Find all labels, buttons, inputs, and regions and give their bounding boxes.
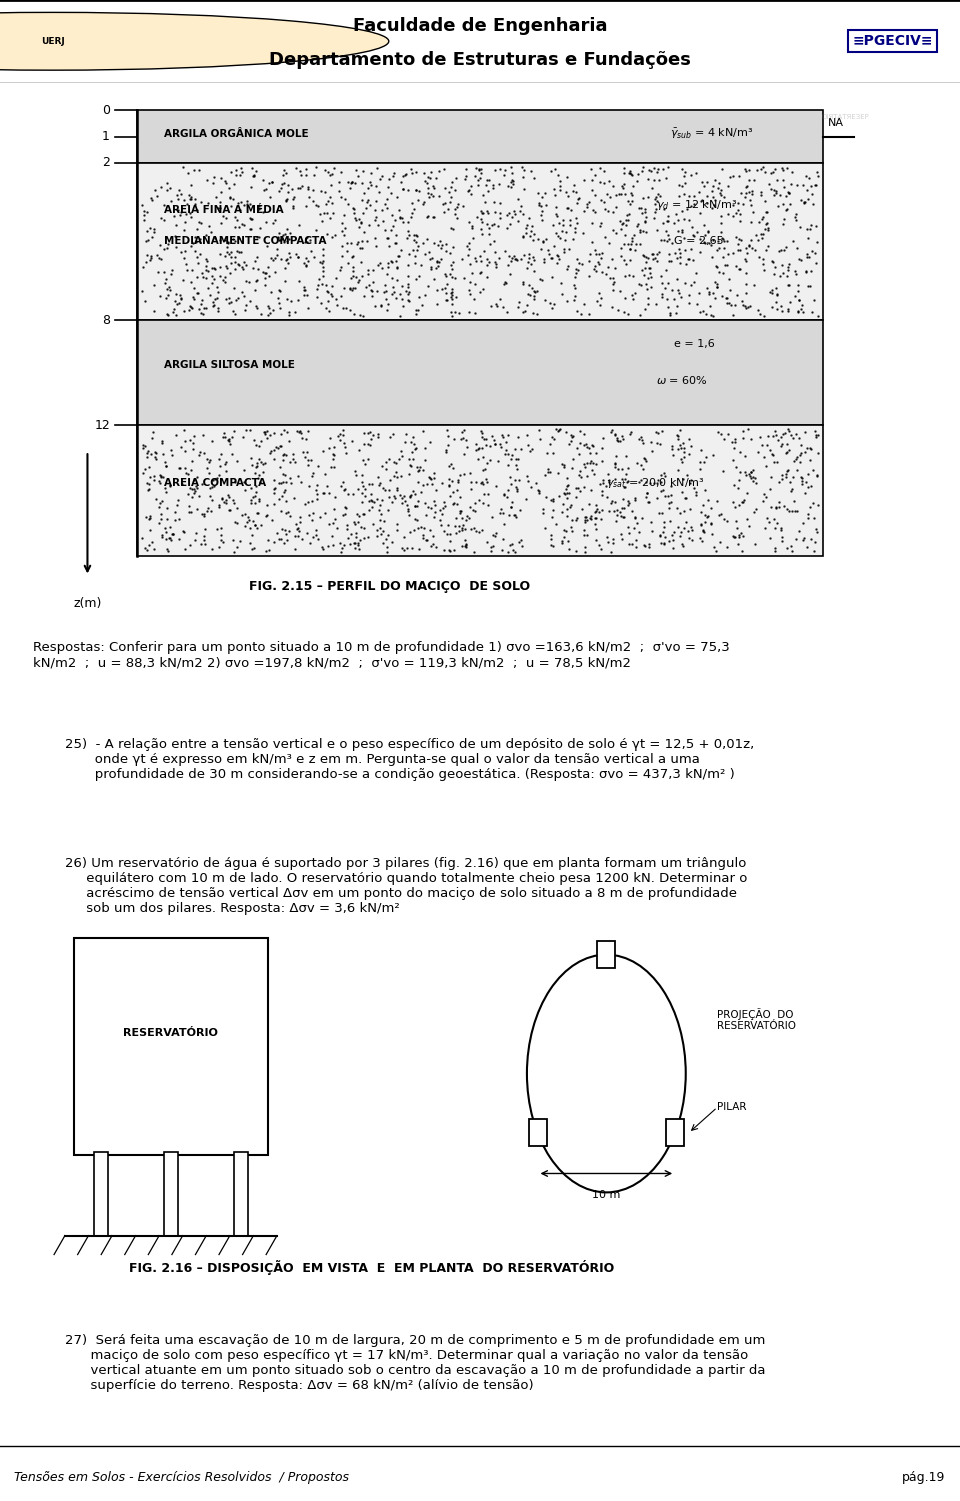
Text: ARGILA ORGÂNICA MOLE: ARGILA ORGÂNICA MOLE	[164, 129, 309, 140]
Text: 27)  Será feita uma escavação de 10 m de largura, 20 m de comprimento e 5 m de p: 27) Será feita uma escavação de 10 m de …	[65, 1334, 765, 1393]
Text: z(m): z(m)	[73, 596, 102, 609]
Bar	[233, 1151, 248, 1235]
Text: RESERVATÓRIO: RESERVATÓRIO	[124, 1028, 218, 1039]
Text: FIG. 2.15 – PERFIL DO MACIÇO  DE SOLO: FIG. 2.15 – PERFIL DO MACIÇO DE SOLO	[250, 581, 530, 593]
Text: 2: 2	[102, 156, 110, 170]
Text: Respostas: Conferir para um ponto situado a 10 m de profundidade 1) σvo =163,6 k: Respostas: Conferir para um ponto situad…	[34, 641, 730, 669]
Circle shape	[0, 12, 389, 71]
Text: ОІЯТАТЯЕЗЕР: ОІЯТАТЯЕЗЕР	[822, 114, 870, 120]
Text: 1: 1	[102, 131, 110, 143]
Text: UERJ: UERJ	[41, 38, 64, 45]
Bar	[137, 425, 823, 555]
Bar	[94, 1151, 108, 1235]
Text: 8: 8	[102, 314, 110, 327]
Text: 25)  - A relação entre a tensão vertical e o peso específico de um depósito de s: 25) - A relação entre a tensão vertical …	[65, 738, 755, 782]
Bar	[74, 938, 268, 1154]
Text: pág.19: pág.19	[902, 1471, 946, 1483]
Text: ≡PGECIV≡: ≡PGECIV≡	[852, 35, 933, 48]
Bar	[137, 162, 823, 320]
Text: AREIA COMPACTA: AREIA COMPACTA	[164, 477, 266, 488]
Text: PILAR: PILAR	[717, 1102, 747, 1112]
Text: $\gamma_{sat}$ = 20,0 kN/m³: $\gamma_{sat}$ = 20,0 kN/m³	[607, 476, 706, 489]
Bar	[529, 1120, 546, 1147]
Text: PROJEÇÃO  DO
RESERVATÓRIO: PROJEÇÃO DO RESERVATÓRIO	[717, 1007, 797, 1031]
Bar	[137, 320, 823, 425]
Text: 0: 0	[102, 104, 110, 117]
Bar	[164, 1151, 179, 1235]
Text: NA: NA	[828, 119, 844, 129]
Text: FIG. 2.16 – DISPOSIÇÃO  EM VISTA  E  EM PLANTA  DO RESERVATÓRIO: FIG. 2.16 – DISPOSIÇÃO EM VISTA E EM PLA…	[129, 1259, 614, 1274]
Text: $\gamma_d$ = 12 kN/m³: $\gamma_d$ = 12 kN/m³	[656, 198, 737, 212]
Text: ARGILA SILTOSA MOLE: ARGILA SILTOSA MOLE	[164, 360, 295, 369]
Text: MEDIANAMENTE COMPACTA: MEDIANAMENTE COMPACTA	[164, 237, 326, 246]
Bar	[666, 1120, 684, 1147]
Bar	[597, 941, 615, 968]
Bar	[137, 111, 823, 162]
Text: Departamento de Estruturas e Fundações: Departamento de Estruturas e Fundações	[269, 51, 691, 69]
Text: G = 2,65: G = 2,65	[674, 237, 724, 246]
Text: AREIA FINA A MÉDIA: AREIA FINA A MÉDIA	[164, 206, 284, 215]
Text: 26) Um reservatório de água é suportado por 3 pilares (fig. 2.16) que em planta : 26) Um reservatório de água é suportado …	[65, 857, 747, 916]
Text: Tensões em Solos - Exercícios Resolvidos  / Propostos: Tensões em Solos - Exercícios Resolvidos…	[14, 1471, 349, 1483]
Text: 12: 12	[94, 419, 110, 431]
Text: $\bar{\gamma}_{sub}$ = 4 kN/m³: $\bar{\gamma}_{sub}$ = 4 kN/m³	[669, 126, 753, 141]
Text: 10 m: 10 m	[592, 1190, 620, 1199]
Text: Faculdade de Engenharia: Faculdade de Engenharia	[352, 18, 608, 36]
Text: $\omega$ = 60%: $\omega$ = 60%	[656, 374, 708, 386]
Text: e = 1,6: e = 1,6	[674, 339, 715, 348]
